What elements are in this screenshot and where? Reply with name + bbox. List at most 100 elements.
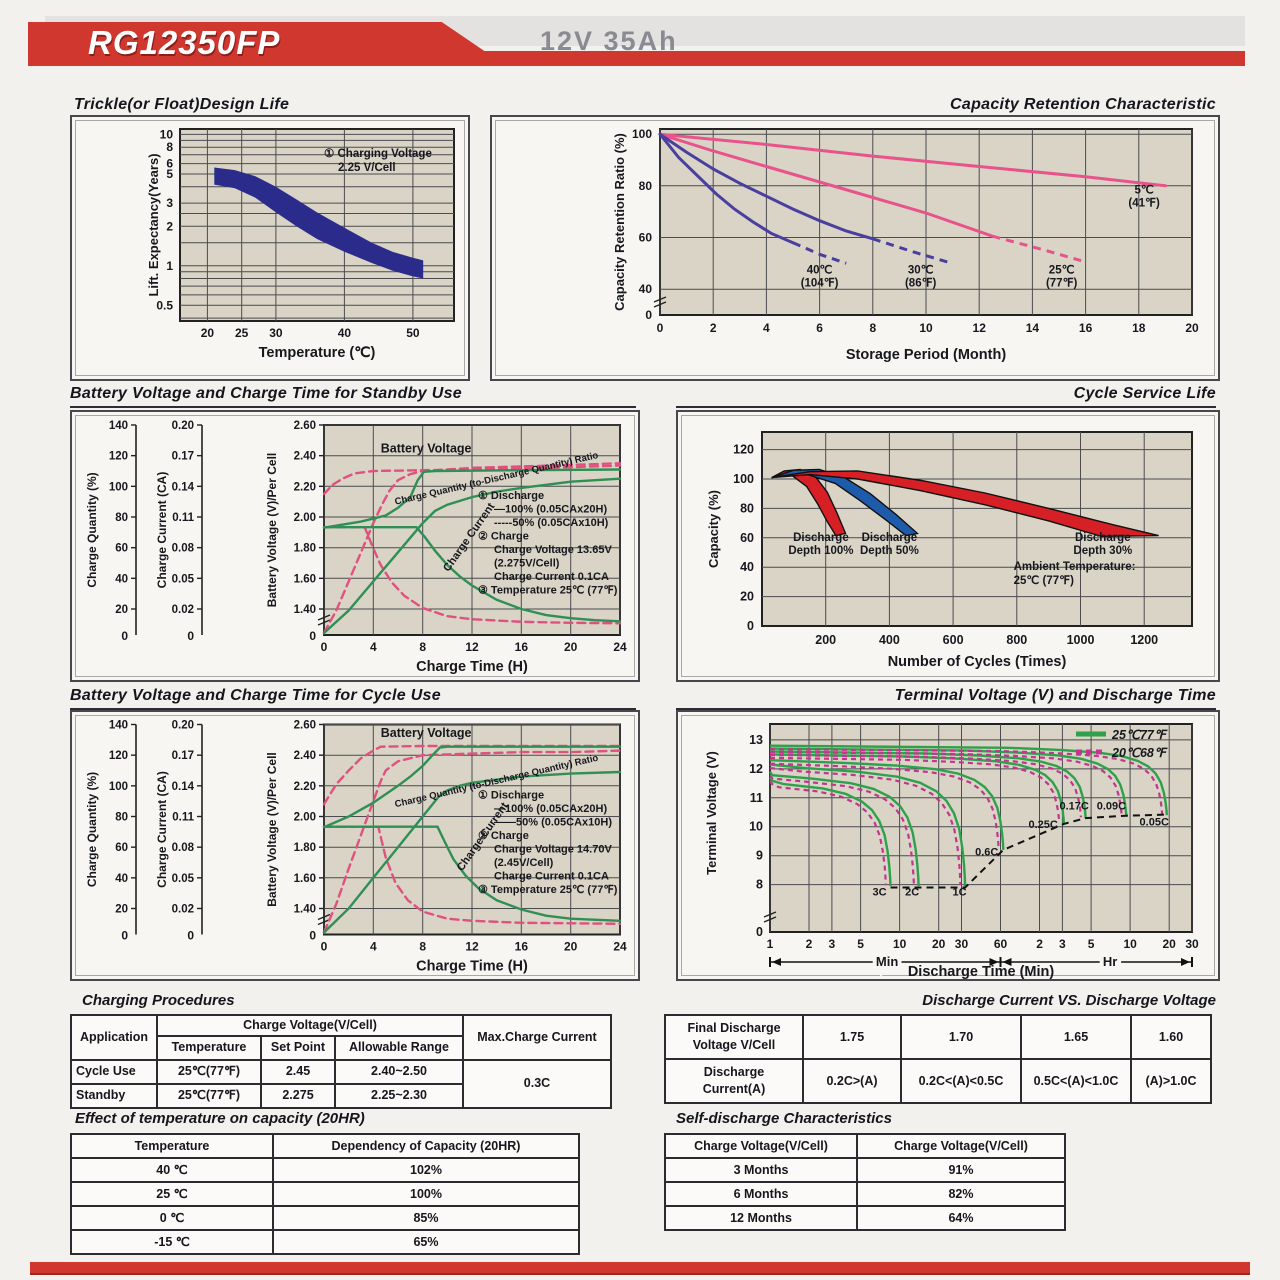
svg-text:Discharge: Discharge bbox=[793, 532, 849, 544]
table-cell: Max.Charge Current bbox=[462, 1014, 612, 1061]
discharge-curve-25c bbox=[769, 747, 1128, 817]
svg-text:2: 2 bbox=[710, 321, 717, 335]
svg-text:③ Temperature 25℃ (77℉): ③ Temperature 25℃ (77℉) bbox=[478, 585, 618, 597]
svg-text:1000: 1000 bbox=[1067, 633, 1095, 647]
current-50 bbox=[322, 526, 622, 625]
table-cell: Discharge Current(A) bbox=[664, 1058, 804, 1104]
svg-text:140: 140 bbox=[109, 720, 128, 732]
table-cell: Set Point bbox=[260, 1034, 336, 1061]
svg-text:25℃ (77℉): 25℃ (77℉) bbox=[1014, 574, 1074, 587]
table-row: 40 ℃ 102% bbox=[70, 1157, 580, 1183]
svg-text:Capacity Retention Ratio (%): Capacity Retention Ratio (%) bbox=[612, 133, 627, 311]
retention-series bbox=[658, 132, 795, 245]
svg-text:3: 3 bbox=[1059, 937, 1066, 951]
discharge-curve-20c bbox=[769, 748, 1164, 815]
svg-text:Charge Quantity (%): Charge Quantity (%) bbox=[85, 772, 99, 887]
svg-text:8: 8 bbox=[869, 321, 876, 335]
svg-text:800: 800 bbox=[1006, 633, 1027, 647]
svg-text:0: 0 bbox=[756, 925, 763, 939]
table-cell: 65% bbox=[272, 1229, 580, 1255]
svg-text:30: 30 bbox=[269, 326, 283, 340]
svg-text:30℃: 30℃ bbox=[908, 264, 934, 277]
svg-text:12: 12 bbox=[465, 640, 479, 654]
svg-text:Charge Current (CA): Charge Current (CA) bbox=[155, 771, 169, 888]
svg-text:20: 20 bbox=[115, 604, 128, 616]
discharge-curve-20c bbox=[769, 762, 1000, 850]
svg-text:2.20: 2.20 bbox=[294, 781, 316, 793]
svg-text:0.08: 0.08 bbox=[172, 842, 195, 854]
table-cell: Charge Voltage(V/Cell) bbox=[156, 1014, 464, 1037]
table-cell: Standby bbox=[70, 1082, 158, 1109]
table-cell: 91% bbox=[856, 1157, 1066, 1183]
table-cell: 25℃(77℉) bbox=[156, 1058, 262, 1085]
svg-text:100: 100 bbox=[109, 481, 128, 493]
svg-text:20: 20 bbox=[1185, 321, 1199, 335]
svg-text:60: 60 bbox=[740, 531, 754, 545]
svg-text:(104℉): (104℉) bbox=[801, 277, 839, 290]
discharge-curve-20c bbox=[769, 780, 887, 886]
svg-text:0: 0 bbox=[309, 929, 316, 943]
svg-text:0: 0 bbox=[747, 619, 754, 633]
panel-cyclelife: Discharge Depth 100% Discharge Depth 50% Dis… bbox=[676, 410, 1220, 682]
table-cell: 2.45 bbox=[260, 1058, 336, 1085]
svg-text:② Charge: ② Charge bbox=[478, 531, 529, 543]
table-cell: 1.75 bbox=[802, 1014, 902, 1060]
svg-text:2: 2 bbox=[1036, 937, 1043, 951]
quantity-100 bbox=[322, 770, 622, 934]
table-cell: 6 Months bbox=[664, 1181, 858, 1207]
table-row: Cycle Use 25℃(77℉) 2.45 2.40~2.50 0.3C bbox=[70, 1058, 612, 1109]
svg-text:20: 20 bbox=[740, 590, 754, 604]
voltage-50 bbox=[322, 464, 622, 496]
discharge-curve-20c bbox=[769, 774, 915, 886]
current-100 bbox=[322, 825, 622, 922]
svg-text:3: 3 bbox=[166, 196, 173, 210]
svg-text:6: 6 bbox=[166, 157, 173, 171]
svg-text:1: 1 bbox=[166, 259, 173, 273]
svg-text:(2.275V/Cell): (2.275V/Cell) bbox=[494, 558, 560, 570]
svg-text:0: 0 bbox=[187, 929, 194, 943]
discharge-curve-25c bbox=[768, 771, 920, 887]
svg-text:② Charge: ② Charge bbox=[478, 830, 529, 842]
table-row: 0 ℃ 85% bbox=[70, 1205, 580, 1231]
svg-text:1.80: 1.80 bbox=[294, 543, 316, 555]
svg-text:0.11: 0.11 bbox=[172, 512, 194, 524]
table-cell: 3 Months bbox=[664, 1157, 858, 1183]
svg-text:0.14: 0.14 bbox=[172, 481, 195, 493]
current-100 bbox=[322, 526, 622, 623]
svg-text:12: 12 bbox=[973, 321, 987, 335]
svg-text:0.05C: 0.05C bbox=[1140, 816, 1169, 828]
svg-text:100: 100 bbox=[632, 127, 652, 141]
voltage-100 bbox=[322, 745, 622, 829]
svg-text:Temperature (℃): Temperature (℃) bbox=[259, 345, 376, 361]
table-cell: Application bbox=[70, 1014, 158, 1061]
svg-text:5: 5 bbox=[857, 937, 864, 951]
table-cell: Cycle Use bbox=[70, 1058, 158, 1085]
svg-text:—100% (0.05CAx20H): —100% (0.05CAx20H) bbox=[494, 803, 607, 815]
svg-text:40℃: 40℃ bbox=[807, 264, 833, 277]
svg-text:24: 24 bbox=[613, 940, 627, 954]
svg-text:——50% (0.05CAx10H): ——50% (0.05CAx10H) bbox=[494, 817, 612, 829]
svg-text:-----50% (0.05CAx10H): -----50% (0.05CAx10H) bbox=[494, 517, 609, 529]
panel-trickle: 10 8 6 5 3 2 1 0.5 20 25 30 40 50 Lift. Expectancy(Ye… bbox=[70, 115, 470, 381]
svg-text:16: 16 bbox=[515, 640, 529, 654]
svg-text:0.02: 0.02 bbox=[172, 604, 194, 616]
table-cell: 0.2C<(A)<0.5C bbox=[900, 1058, 1022, 1104]
table-row: Temperature Dependency of Capacity (20HR) bbox=[70, 1133, 580, 1159]
svg-text:Discharge: Discharge bbox=[1075, 532, 1131, 544]
svg-text:60: 60 bbox=[994, 937, 1008, 951]
table-cell: 2.25~2.30 bbox=[334, 1082, 464, 1109]
svg-text:5: 5 bbox=[166, 167, 173, 181]
svg-text:16: 16 bbox=[515, 940, 529, 954]
svg-text:14: 14 bbox=[1026, 321, 1040, 335]
footer-red-bar bbox=[30, 1262, 1250, 1275]
svg-text:2.60: 2.60 bbox=[294, 720, 316, 732]
chart-title-trickle: Trickle(or Float)Design Life bbox=[74, 96, 290, 113]
svg-text:0: 0 bbox=[657, 321, 664, 335]
table-cell: Dependency of Capacity (20HR) bbox=[272, 1133, 580, 1159]
discharge-curve-25c bbox=[769, 776, 892, 887]
svg-text:Battery Voltage (V)/Per Cell: Battery Voltage (V)/Per Cell bbox=[265, 453, 279, 608]
svg-text:120: 120 bbox=[733, 443, 754, 457]
svg-text:16: 16 bbox=[1079, 321, 1093, 335]
